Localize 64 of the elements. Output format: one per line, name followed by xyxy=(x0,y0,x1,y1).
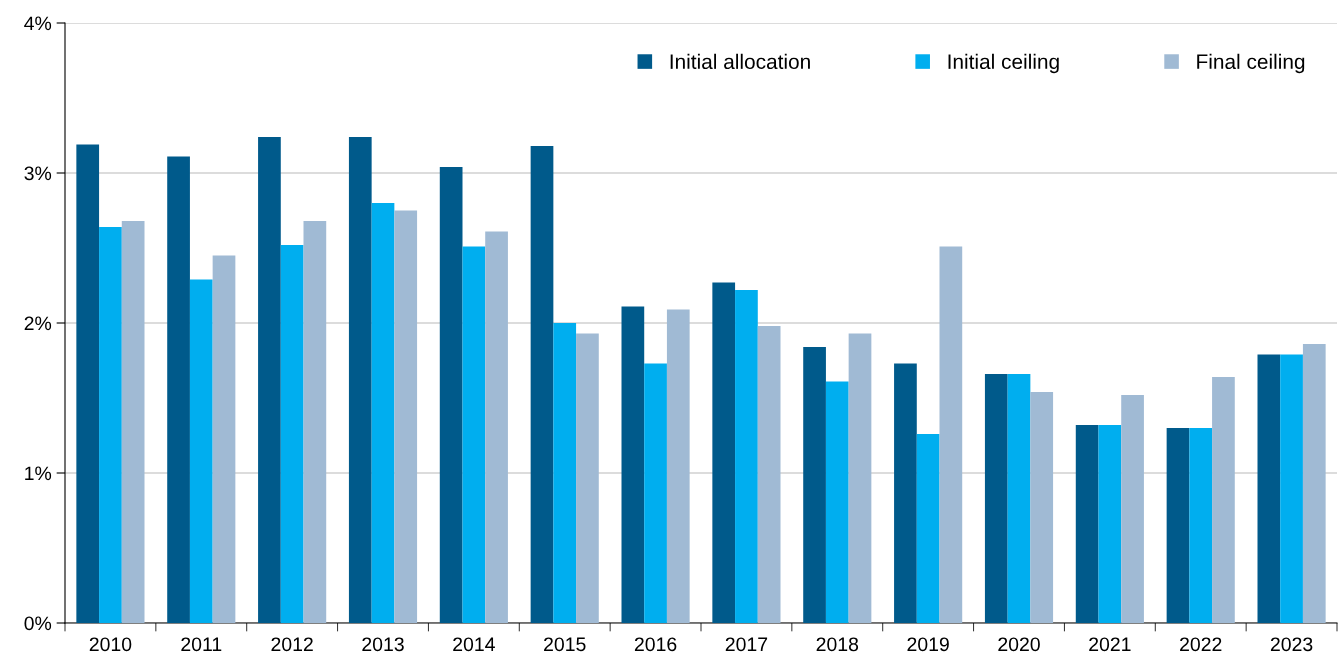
bar xyxy=(212,255,236,623)
x-tick-label: 2020 xyxy=(998,637,1040,652)
bar xyxy=(1212,377,1235,623)
bar xyxy=(280,245,304,623)
bar xyxy=(757,326,781,623)
bar xyxy=(1075,425,1099,623)
x-tick-label: 2010 xyxy=(89,637,132,652)
bar xyxy=(1189,428,1213,623)
x-tick-label: 2015 xyxy=(544,637,586,652)
x-tick-label: 2018 xyxy=(816,637,859,652)
bar xyxy=(1030,392,1054,623)
bar xyxy=(303,221,327,623)
x-tick-label: 2017 xyxy=(725,637,768,652)
x-tick-label: 2011 xyxy=(181,637,222,652)
bar xyxy=(258,137,281,623)
bar xyxy=(712,282,736,623)
y-tick-label: 0% xyxy=(24,616,52,631)
bar xyxy=(735,290,758,623)
bar xyxy=(439,167,463,623)
y-tick-label: 3% xyxy=(24,166,52,181)
bar xyxy=(553,323,577,623)
bar xyxy=(803,347,826,623)
bar xyxy=(644,363,667,623)
bar xyxy=(99,227,122,623)
y-tick-label: 2% xyxy=(24,316,52,331)
bar xyxy=(1098,425,1122,623)
legend-label: Initial ceiling xyxy=(948,53,1059,74)
bar xyxy=(530,146,554,623)
x-tick-label: 2019 xyxy=(907,637,949,652)
bar xyxy=(916,434,940,623)
bar xyxy=(1166,428,1190,623)
bar xyxy=(76,144,100,623)
bar xyxy=(621,306,645,623)
bar xyxy=(121,221,145,623)
bar xyxy=(371,203,395,623)
x-tick-label: 2023 xyxy=(1270,637,1313,652)
y-tick-label: 1% xyxy=(25,466,52,481)
x-tick-label: 2012 xyxy=(271,637,313,652)
bar xyxy=(984,374,1008,623)
bar xyxy=(666,309,690,623)
legend-label: Final ceiling xyxy=(1197,53,1305,74)
bar xyxy=(1121,395,1144,623)
legend-label: Initial allocation xyxy=(670,53,810,70)
bar xyxy=(825,381,849,623)
y-tick-label: 4% xyxy=(24,16,52,31)
bar xyxy=(848,333,872,623)
bar xyxy=(1257,354,1281,623)
bar xyxy=(1280,354,1303,623)
bar xyxy=(939,246,963,623)
bar xyxy=(394,210,418,623)
bar xyxy=(485,231,508,623)
x-tick-label: 2014 xyxy=(453,637,495,652)
bar xyxy=(167,156,190,623)
bar xyxy=(576,333,599,623)
x-tick-label: 2021 xyxy=(1089,637,1131,652)
bar xyxy=(348,137,372,623)
bar xyxy=(894,363,917,623)
bar xyxy=(1302,344,1326,623)
bar xyxy=(462,246,486,623)
x-tick-label: 2016 xyxy=(634,637,677,652)
bar xyxy=(1007,374,1031,623)
x-tick-label: 2022 xyxy=(1180,637,1222,652)
bar xyxy=(189,279,213,623)
x-tick-label: 2013 xyxy=(362,637,404,652)
